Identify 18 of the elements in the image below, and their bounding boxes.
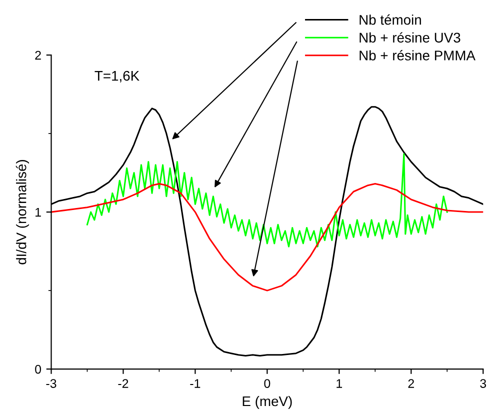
y-tick-label: 0 [35, 364, 42, 374]
x-axis-title: E (meV) [242, 396, 292, 409]
y-axis-title: dI/dV (normalisé) [16, 160, 30, 264]
x-tick-label: -1 [190, 379, 200, 388]
line-series [51, 183, 484, 292]
y-tick-label: 1 [36, 208, 41, 217]
x-tick-label: -3 [46, 379, 56, 388]
y-tick-label: 2 [35, 50, 41, 60]
x-tick-label: 3 [480, 379, 486, 388]
x-tick-label: -2 [118, 379, 128, 388]
line-series [86, 153, 448, 248]
legend-label: Nb + résine UV3 [360, 32, 460, 43]
x-tick-label: 2 [408, 379, 414, 388]
x-tick-label: 1 [336, 379, 342, 388]
legend-label: Nb + résine PMMA [360, 50, 476, 60]
x-tick-label: 0 [264, 379, 270, 388]
legend-label: Nb témoin [360, 14, 421, 25]
annotation: T=1,6K [94, 70, 140, 82]
